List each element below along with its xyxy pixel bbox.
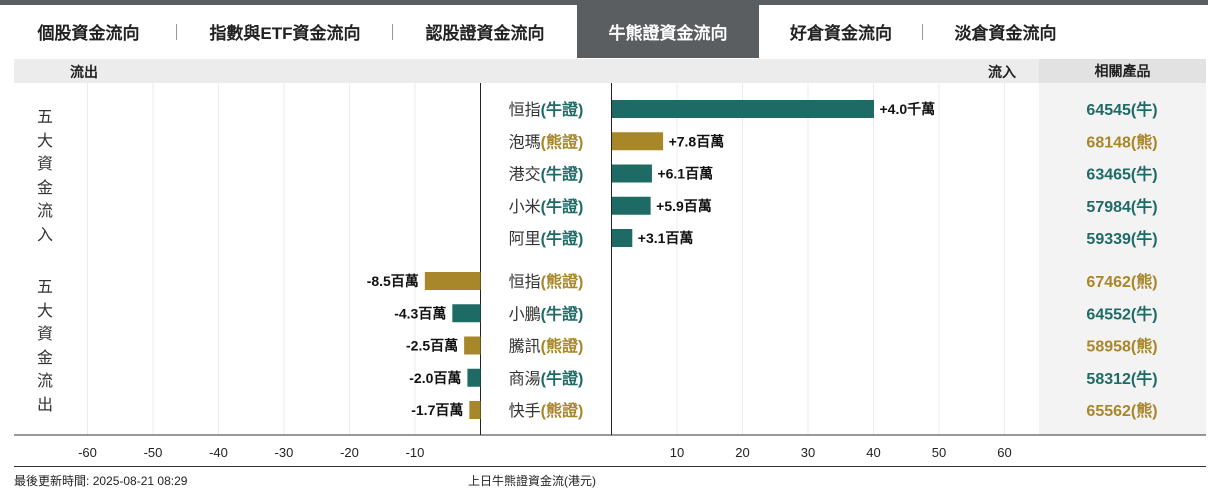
last-updated: 最後更新時間: 2025-08-21 08:29 — [14, 472, 187, 489]
category-name: 泡瑪 — [509, 133, 541, 151]
tab-stock-flow[interactable]: 個股資金流向 — [0, 5, 177, 58]
tab-warrant-flow[interactable]: 認股證資金流向 — [393, 5, 577, 58]
inflow-bar — [612, 196, 651, 215]
tab-label: 淡倉資金流向 — [954, 24, 1057, 43]
bar-value-label: -2.0百萬 — [409, 370, 461, 386]
inflow-bar — [612, 229, 633, 247]
tab-label: 指數與ETF資金流向 — [209, 24, 361, 43]
category-kind: (牛證) — [541, 229, 584, 248]
bar-value-label: -4.3百萬 — [394, 305, 446, 321]
category-label: 小鵬(牛證) — [509, 304, 584, 323]
chart-footnote: 上日牛熊證資金流(港元) — [468, 474, 596, 488]
category-kind: (熊證) — [541, 337, 584, 356]
tab-long-flow[interactable]: 好倉資金流向 — [759, 5, 923, 58]
x-tick-label: 40 — [866, 445, 880, 460]
category-kind: (熊證) — [541, 272, 584, 291]
related-product-link[interactable]: 63465(牛) — [1086, 165, 1157, 184]
outflow-bar — [469, 401, 481, 419]
x-tick-label: -50 — [144, 445, 163, 460]
category-name: 商湯 — [509, 370, 541, 388]
related-product-link[interactable]: 58312(牛) — [1086, 369, 1157, 388]
x-tick-label: 30 — [801, 445, 815, 460]
inflow-top5-label: 五大資金流入 — [36, 109, 53, 244]
bar-value-label: +5.9百萬 — [656, 198, 712, 214]
tab-label: 牛熊證資金流向 — [608, 24, 728, 43]
bar-value-label: -1.7百萬 — [411, 402, 463, 418]
bar-value-label: -2.5百萬 — [406, 338, 458, 354]
category-kind: (牛證) — [541, 304, 584, 323]
related-product-link[interactable]: 68148(熊) — [1086, 132, 1157, 151]
related-product-link[interactable]: 59339(牛) — [1086, 229, 1157, 248]
category-name: 港交 — [509, 166, 541, 184]
tab-label: 認股證資金流向 — [425, 24, 545, 43]
x-tick-label: 20 — [735, 445, 749, 460]
related-product-link[interactable]: 64552(牛) — [1086, 304, 1157, 323]
related-products-header: 相關產品 — [1039, 59, 1206, 83]
x-tick-label: -40 — [209, 445, 228, 460]
x-tick-label: -60 — [78, 445, 97, 460]
tab-index-etf-flow[interactable]: 指數與ETF資金流向 — [177, 5, 393, 58]
inflow-bar — [612, 132, 664, 151]
related-product-link[interactable]: 65562(熊) — [1086, 401, 1157, 420]
category-kind: (熊證) — [541, 401, 584, 420]
category-name: 小鵬 — [509, 305, 541, 323]
bar-value-label: +7.8百萬 — [669, 133, 725, 149]
chart-header-row: 流出 流入 — [14, 59, 1206, 83]
tab-short-flow[interactable]: 淡倉資金流向 — [923, 5, 1088, 58]
bar-value-label: +3.1百萬 — [638, 230, 694, 246]
category-label: 騰訊(熊證) — [509, 337, 584, 356]
x-tick-label: 50 — [932, 445, 946, 460]
outflow-bar — [464, 336, 481, 355]
category-label: 快手(熊證) — [509, 401, 584, 420]
category-kind: (牛證) — [541, 165, 584, 184]
tab-label: 好倉資金流向 — [790, 24, 892, 43]
inflow-header: 流入 — [988, 64, 1016, 80]
last-updated-label: 最後更新時間: — [14, 474, 90, 488]
bar-value-label: +4.0千萬 — [880, 101, 936, 117]
category-name: 恒指 — [509, 101, 541, 119]
category-label: 港交(牛證) — [509, 165, 584, 184]
category-label: 泡瑪(熊證) — [509, 132, 584, 151]
tab-cbbc-flow[interactable]: 牛熊證資金流向 — [577, 5, 759, 58]
category-kind: (牛證) — [541, 369, 584, 388]
outflow-header: 流出 — [70, 64, 98, 80]
related-product-link[interactable]: 64545(牛) — [1086, 100, 1157, 119]
tab-label: 個股資金流向 — [37, 24, 140, 43]
outflow-bar — [424, 272, 481, 290]
related-product-link[interactable]: 58958(熊) — [1086, 337, 1157, 356]
related-product-link[interactable]: 67462(熊) — [1086, 272, 1157, 291]
category-kind: (熊證) — [541, 132, 584, 151]
x-tick-label: 10 — [670, 445, 684, 460]
x-tick-label: -20 — [340, 445, 359, 460]
related-product-link[interactable]: 57984(牛) — [1086, 197, 1157, 216]
category-name: 騰訊 — [509, 338, 541, 356]
category-kind: (牛證) — [541, 100, 584, 119]
x-tick-label: 60 — [997, 445, 1011, 460]
bar-value-label: +6.1百萬 — [657, 166, 713, 182]
outflow-bar — [452, 304, 481, 323]
category-kind: (牛證) — [541, 197, 584, 216]
category-label: 恒指(牛證) — [509, 100, 584, 119]
category-label: 商湯(牛證) — [509, 369, 584, 388]
category-label: 恒指(熊證) — [509, 272, 584, 291]
top-accent-bar — [0, 0, 1208, 5]
x-tick-label: -10 — [406, 445, 425, 460]
x-tick-label: -30 — [275, 445, 294, 460]
category-label: 阿里(牛證) — [509, 229, 584, 248]
outflow-bar — [467, 368, 481, 387]
related-products-column — [1039, 83, 1206, 435]
inflow-bar — [612, 164, 652, 183]
category-name: 阿里 — [509, 230, 541, 248]
outflow-top5-label: 五大資金流出 — [36, 279, 53, 414]
category-name: 恒指 — [509, 273, 541, 291]
category-name: 快手 — [509, 402, 541, 420]
category-name: 小米 — [509, 198, 541, 216]
last-updated-value: 2025-08-21 08:29 — [92, 474, 188, 488]
inflow-bar — [612, 100, 874, 118]
category-label: 小米(牛證) — [509, 197, 584, 216]
bar-value-label: -8.5百萬 — [367, 273, 419, 289]
tab-bar: 個股資金流向 指數與ETF資金流向 認股證資金流向 牛熊證資金流向 好倉資金流向… — [0, 5, 1208, 58]
